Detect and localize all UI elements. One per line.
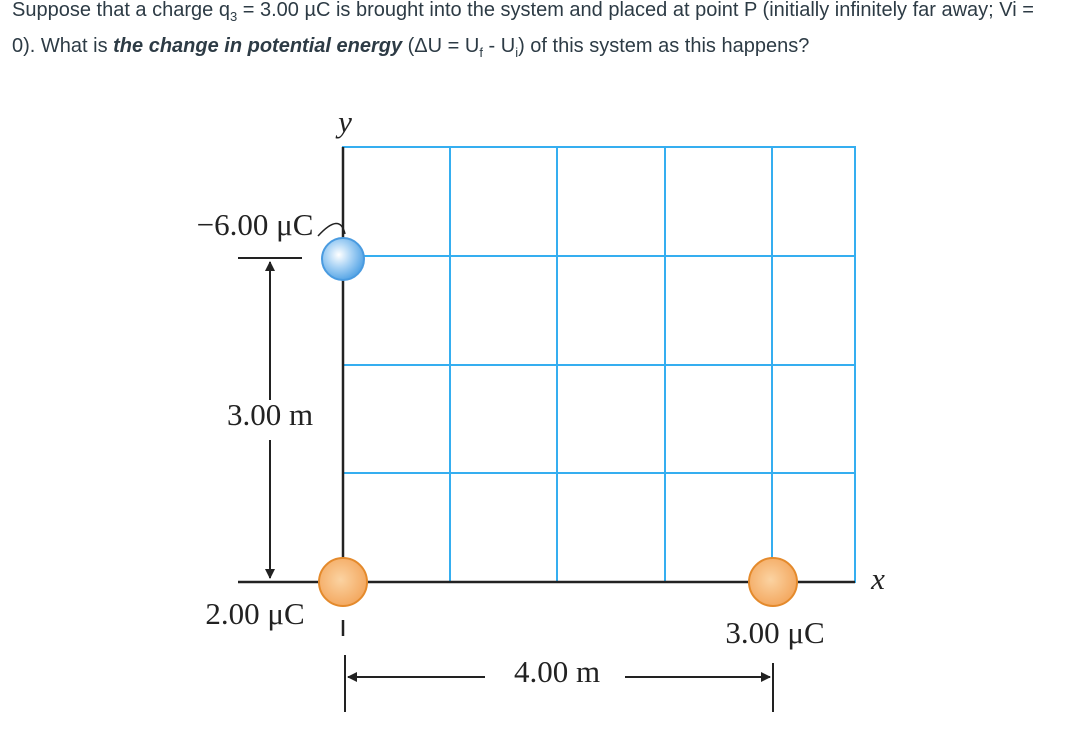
text: - U [482,35,516,57]
subscript: i [515,45,519,60]
charge-label: 2.00 μC [205,596,304,631]
emphasis: the change in potential energy [113,35,403,57]
question-text: Suppose that a charge q3 = 3.00 µC is br… [12,0,1052,64]
text: = 3.00 µC is brought into the system and… [12,0,1034,57]
y-axis-label: y [335,104,352,139]
horizontal-dimension [344,655,774,712]
charge [318,557,368,607]
charge [321,237,365,281]
leader-line [317,222,346,237]
charge-label: 3.00 μC [725,615,824,650]
text: ) of this system as this happens? [518,35,810,57]
charge-label: −6.00 μC [197,207,314,242]
subscript: 3 [229,9,238,24]
text: (ΔU = U [402,35,480,57]
vertical-dimension [238,257,302,579]
x-axis-label: x [870,561,885,596]
dimension-label: 4.00 m [514,654,600,689]
charge [748,557,798,607]
subscript: f [479,45,483,60]
dimension-label: 3.00 m [227,397,313,432]
text: Suppose that a charge q [12,0,230,21]
grid [342,146,856,583]
